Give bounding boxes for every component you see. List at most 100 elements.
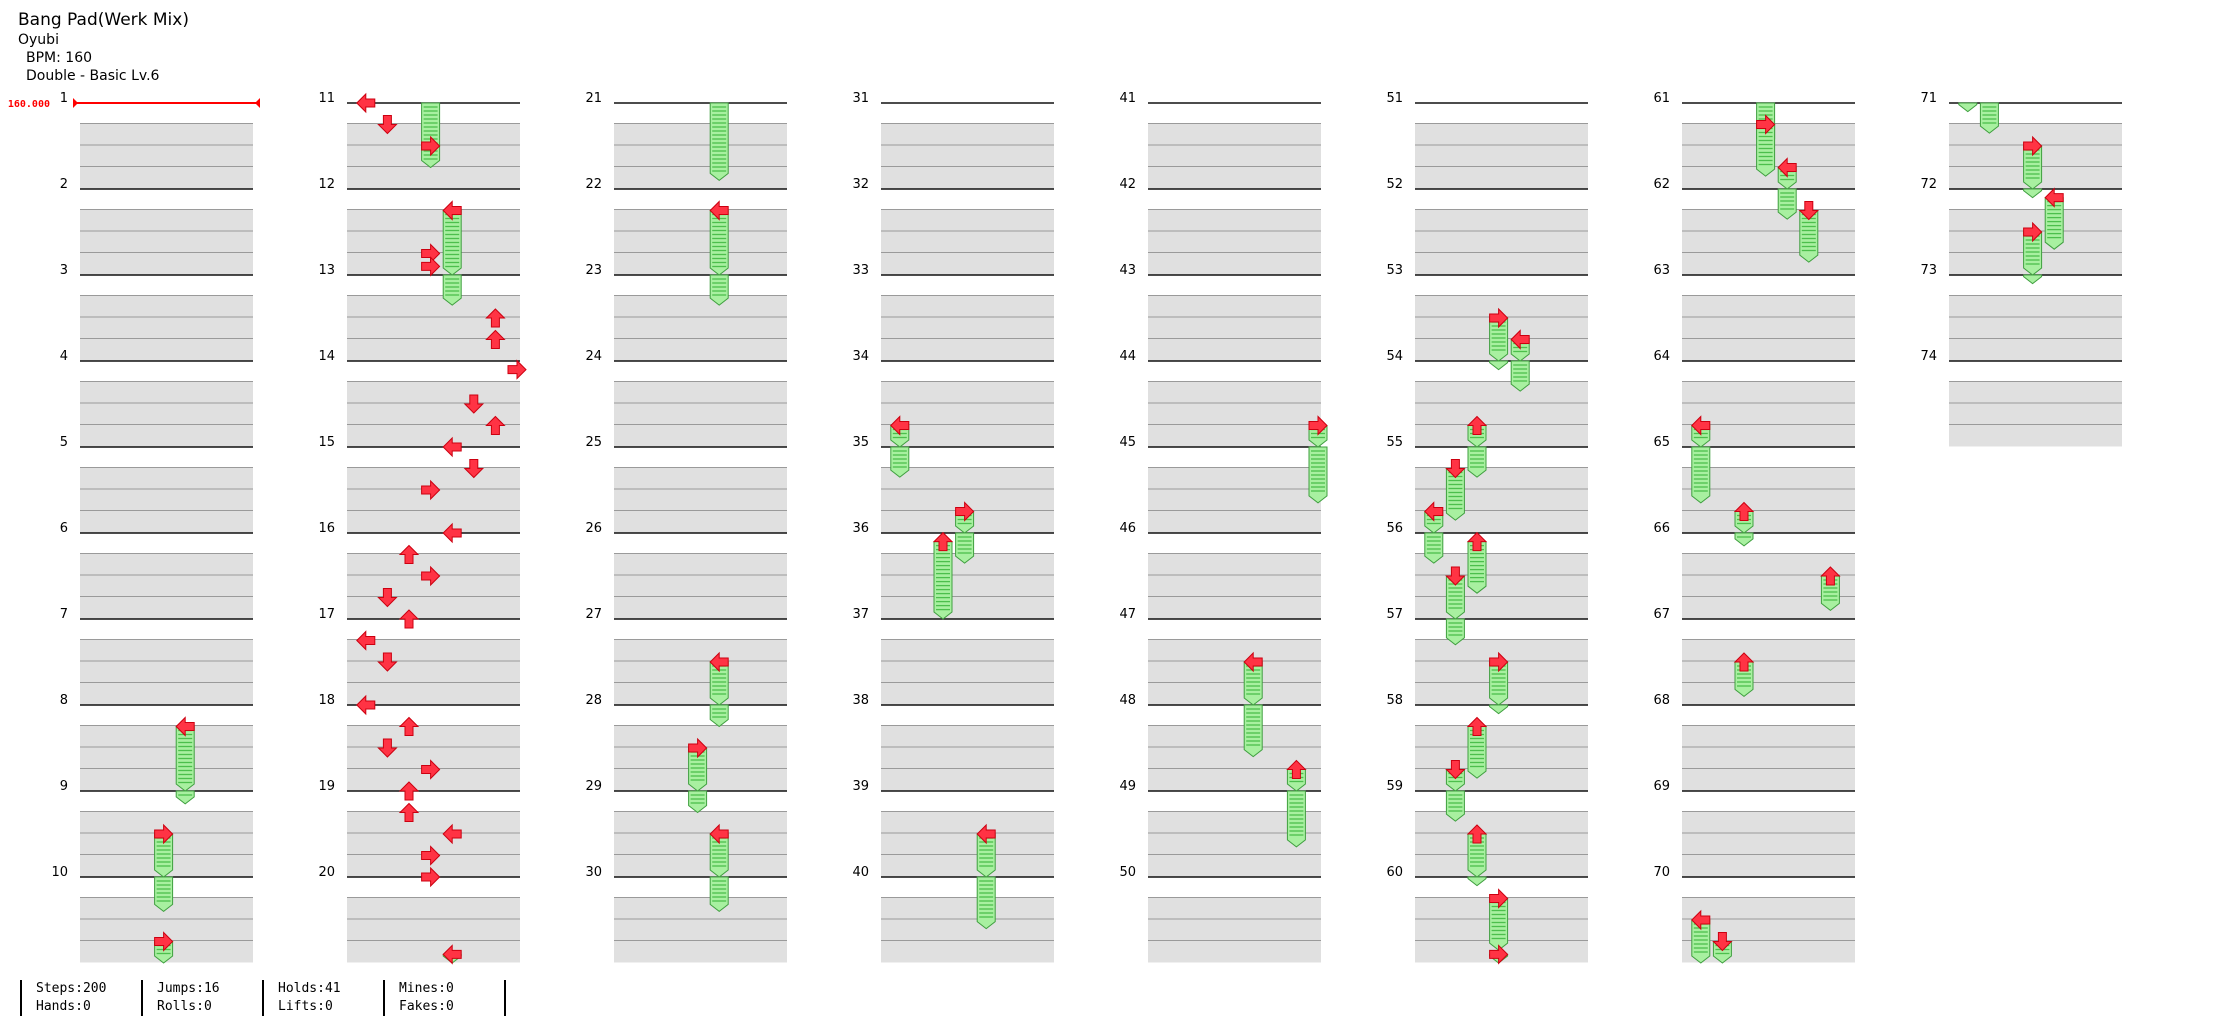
measure-number: 15	[318, 435, 335, 450]
hold-head-up-arrow-icon	[1820, 566, 1841, 586]
beat-band	[1415, 811, 1588, 834]
measure-number: 9	[60, 779, 68, 794]
bpm-marker-value: 160.000	[8, 99, 50, 110]
beat-band	[80, 145, 253, 167]
measure-number: 27	[585, 607, 602, 622]
beat-band	[881, 833, 1054, 855]
hold-head-up-arrow-icon	[1733, 501, 1755, 521]
beat-band	[614, 596, 787, 619]
beat-band	[1148, 575, 1321, 597]
left-arrow-icon	[356, 630, 376, 651]
measure-number: 13	[318, 263, 335, 278]
beat-band	[80, 661, 253, 683]
hold-head-right-arrow-icon	[1489, 888, 1509, 909]
beat-band	[1682, 510, 1855, 533]
measure-number: 57	[1386, 607, 1403, 622]
beat-band	[1415, 403, 1588, 425]
beat-band	[1682, 575, 1855, 597]
hold-body	[1734, 532, 1754, 547]
hold-head-left-arrow-icon	[1777, 157, 1797, 178]
beat-band	[881, 489, 1054, 511]
beat-band	[80, 639, 253, 662]
measure-number: 3	[60, 263, 68, 278]
hold-note	[1489, 651, 1509, 715]
beat-band	[80, 682, 253, 705]
measure-27: 27	[585, 607, 787, 705]
beat-band	[1148, 403, 1321, 425]
measure-57: 57	[1386, 607, 1588, 705]
measure-50: 50	[1119, 865, 1321, 963]
down-arrow-icon	[377, 588, 398, 608]
beat-band	[80, 166, 253, 189]
stat-hands: Hands:0	[36, 999, 91, 1014]
beat-band	[881, 639, 1054, 662]
hold-head-left-arrow-icon	[2044, 187, 2064, 208]
hold-note	[175, 716, 195, 805]
measure-61: 61	[1653, 91, 1855, 189]
beat-band	[1949, 209, 2122, 232]
beat-band	[1949, 317, 2122, 339]
measure-number: 40	[852, 865, 869, 880]
hold-head-down-arrow-icon	[1798, 201, 1820, 221]
right-arrow-icon	[421, 135, 441, 157]
down-arrow-icon	[377, 115, 398, 135]
measure-47: 47	[1119, 607, 1321, 705]
beat-band	[881, 338, 1054, 361]
hold-body	[2023, 188, 2043, 199]
beat-band	[1682, 252, 1855, 275]
beat-band	[1415, 725, 1588, 748]
hold-note	[709, 651, 729, 728]
measure-40: 40	[852, 865, 1054, 963]
beat-band	[881, 252, 1054, 275]
measure-number: 29	[585, 779, 602, 794]
beat-band	[347, 940, 520, 963]
measure-number: 35	[852, 435, 869, 450]
beat-band	[614, 209, 787, 232]
beat-band	[614, 145, 787, 167]
hold-note	[154, 102, 441, 964]
beat-band	[881, 553, 1054, 576]
beat-band	[1682, 403, 1855, 425]
left-arrow-icon	[356, 694, 376, 716]
down-arrow-icon	[463, 459, 485, 479]
measure-number: 64	[1653, 349, 1670, 364]
measure-71: 71	[1920, 91, 2122, 189]
hold-head-right-arrow-icon	[2023, 135, 2043, 157]
stats-col-holds: Holds:41 Lifts:0	[264, 980, 385, 1016]
measure-number: 6	[60, 521, 68, 536]
hold-note	[1691, 415, 1711, 504]
hold-body	[1243, 704, 1263, 758]
measure-58: 58	[1386, 693, 1588, 791]
hold-note	[154, 823, 174, 913]
measure-number: 5	[60, 435, 68, 450]
measure-12: 12	[318, 177, 520, 275]
measure-38: 38	[852, 693, 1054, 791]
beat-band	[614, 833, 787, 855]
beat-band	[1682, 381, 1855, 404]
measure-number: 56	[1386, 521, 1403, 536]
hold-head-down-arrow-icon	[1712, 932, 1733, 952]
beat-band	[881, 209, 1054, 232]
measure-74: 74	[1920, 349, 2122, 447]
beat-band	[1415, 639, 1588, 662]
measure-59: 59	[1386, 779, 1588, 877]
beat-band	[1415, 231, 1588, 253]
measure-67: 67	[1653, 607, 1855, 705]
beat-band	[1682, 768, 1855, 791]
beat-band	[80, 725, 253, 748]
down-arrow-icon	[377, 738, 398, 758]
measure-37: 37	[852, 607, 1054, 705]
beat-band	[1148, 338, 1321, 361]
beat-band	[1148, 682, 1321, 705]
measure-7: 7	[60, 607, 253, 705]
measure-45: 45	[1119, 435, 1321, 533]
beat-band	[881, 424, 1054, 447]
measure-64: 64	[1653, 349, 1855, 447]
measure-14: 14	[318, 349, 520, 447]
hold-head-left-arrow-icon	[175, 716, 195, 737]
stat-holds: Holds:41	[278, 981, 341, 996]
beat-band	[347, 919, 520, 941]
beat-band	[80, 467, 253, 490]
beat-band	[1682, 725, 1855, 748]
beat-band	[614, 403, 787, 425]
